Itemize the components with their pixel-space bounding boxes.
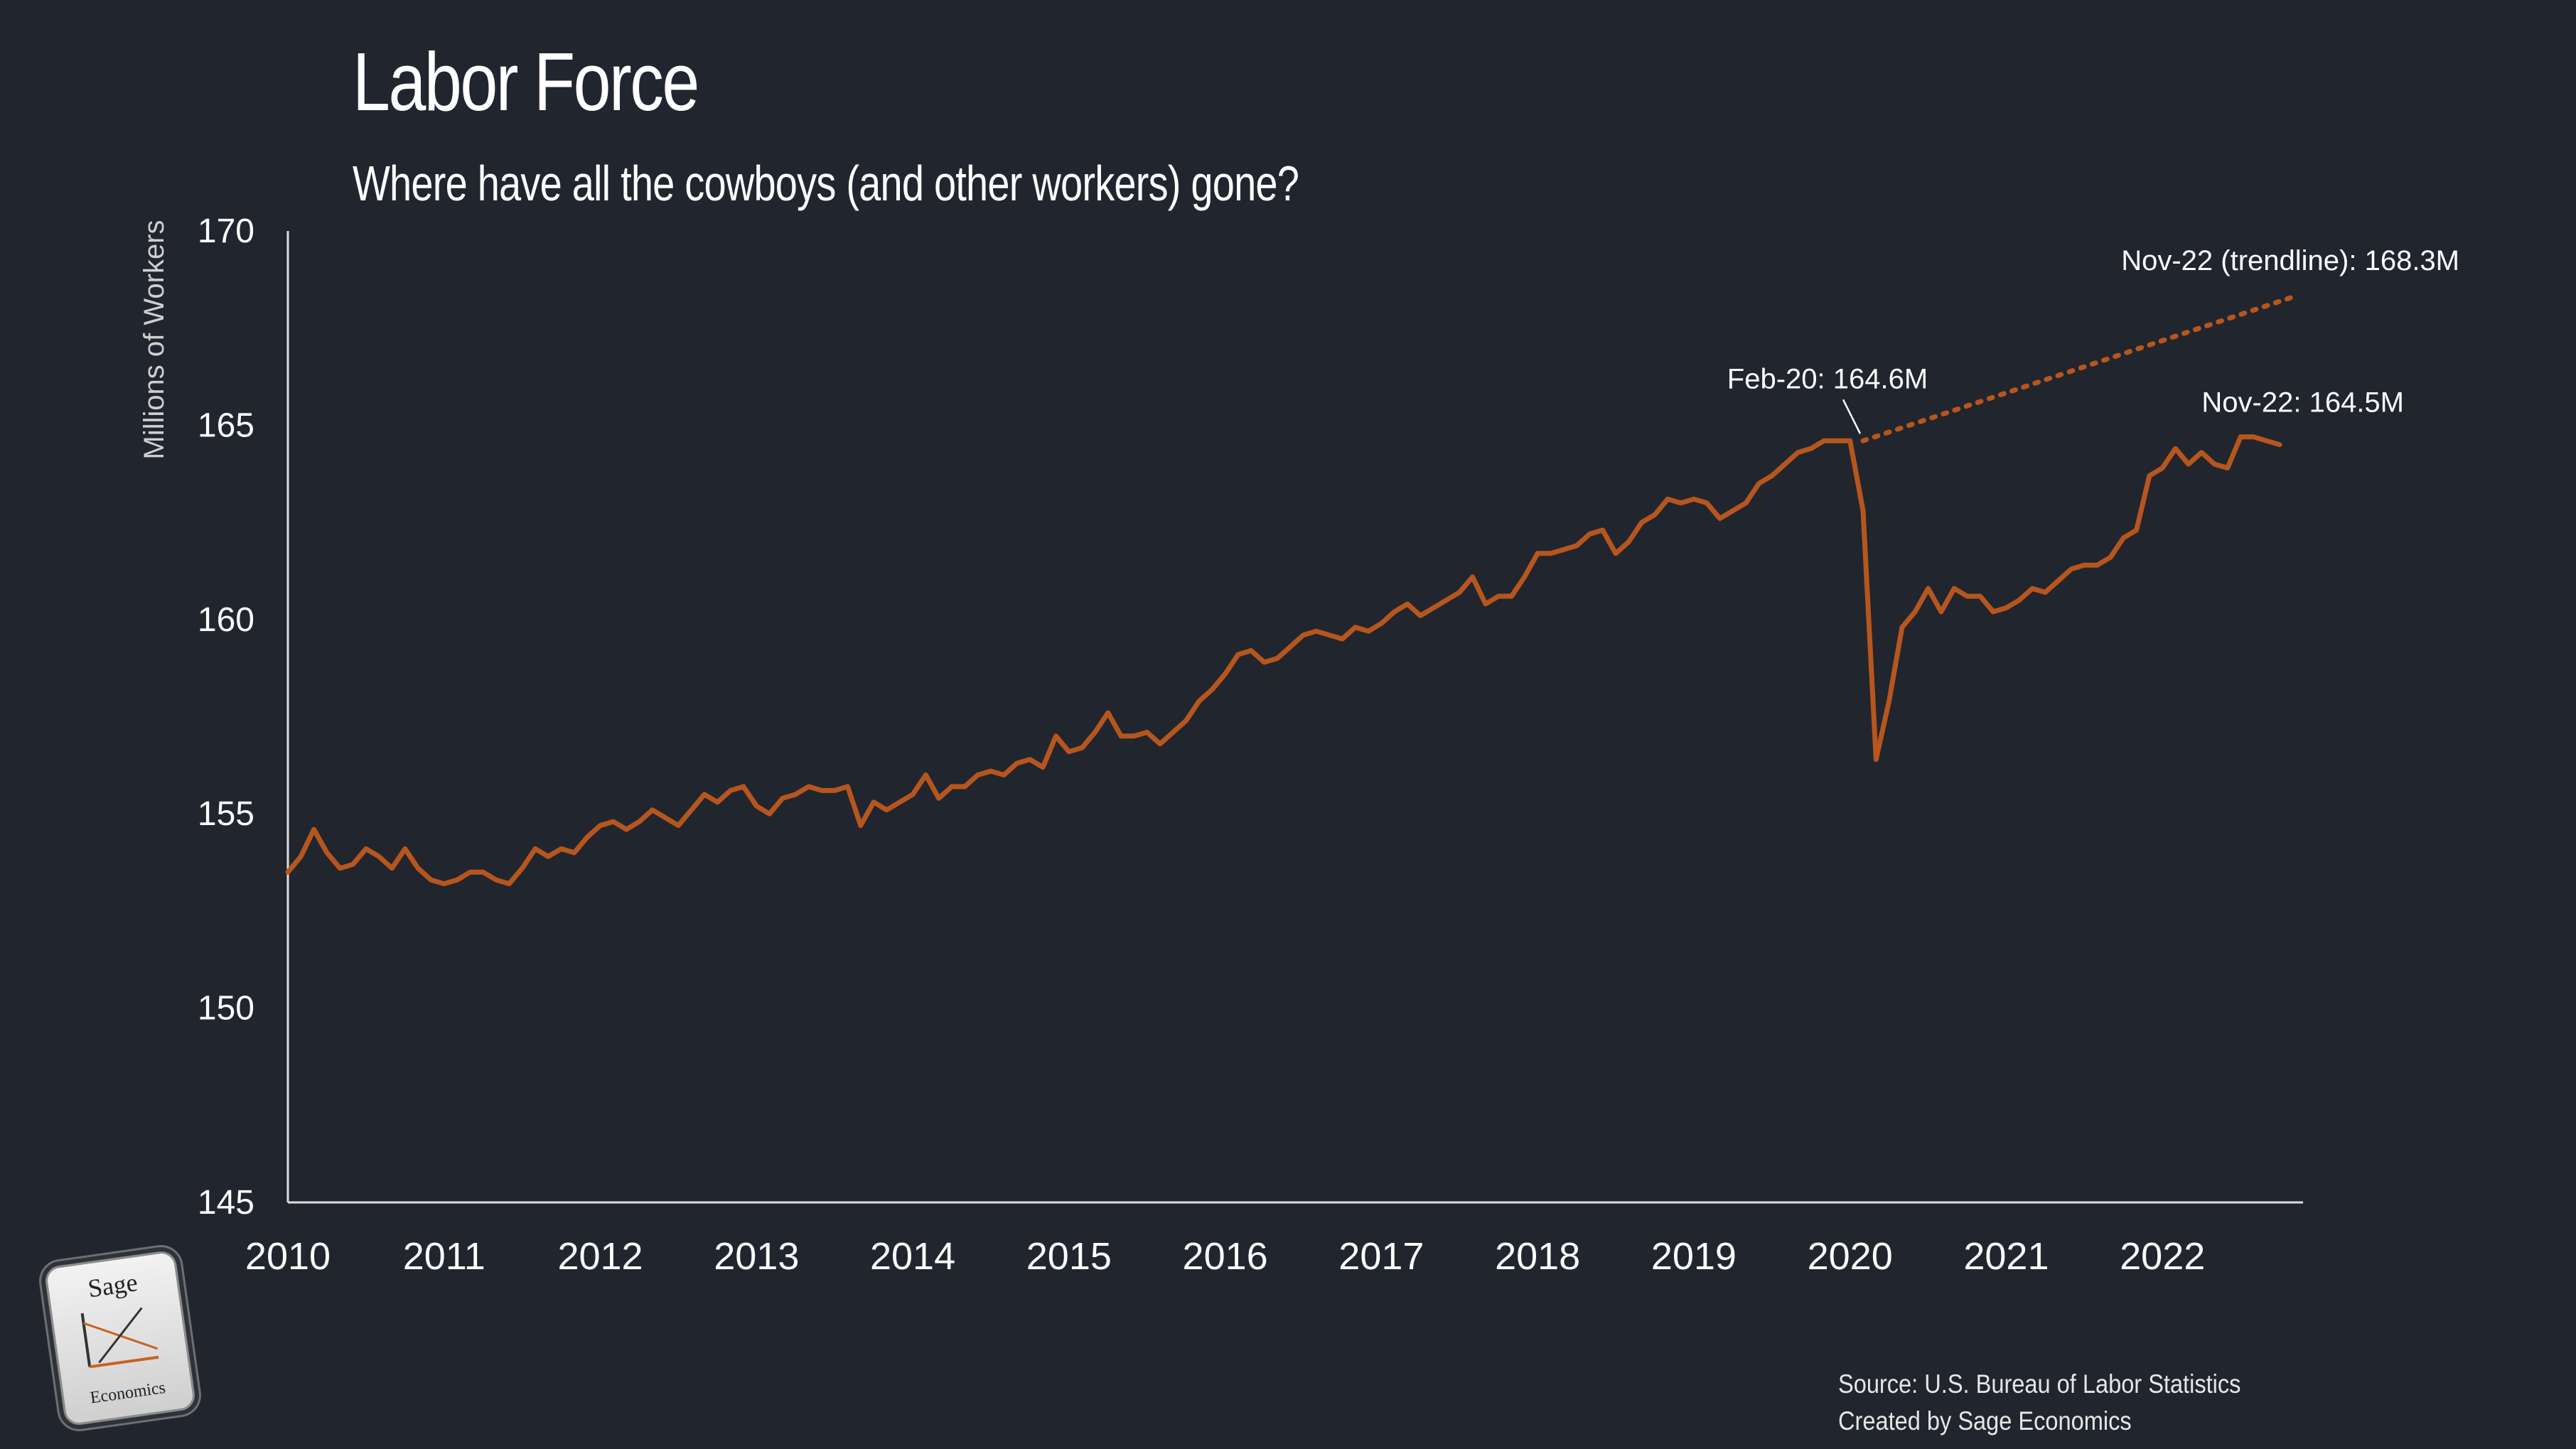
annotations: Feb-20: 164.6M Nov-22 (trendline): 168.3M…	[1727, 245, 2459, 434]
y-tick-label: 165	[198, 406, 254, 444]
x-tick-label: 2011	[403, 1235, 485, 1278]
x-tick-label: 2018	[1495, 1235, 1580, 1278]
logo-bottom-text: Economics	[89, 1378, 167, 1408]
x-tick-label: 2017	[1338, 1235, 1424, 1278]
annotation-feb20-leader	[1842, 399, 1862, 434]
series-group	[285, 294, 2295, 887]
chart-title: Labor Force	[353, 36, 699, 128]
y-tick-label: 170	[198, 212, 254, 250]
credit-line: Created by Sage Economics	[1838, 1406, 2132, 1435]
annotation-trendline: Nov-22 (trendline): 168.3M	[2121, 245, 2459, 276]
y-tick-label: 160	[198, 601, 254, 639]
sage-economics-logo: Sage Economics	[43, 1249, 197, 1427]
x-tick-label: 2015	[1026, 1235, 1112, 1278]
y-tick-label: 150	[198, 990, 254, 1028]
x-tick-label: 2020	[1808, 1235, 1893, 1278]
x-tick-label: 2012	[557, 1235, 643, 1278]
annotation-feb20: Feb-20: 164.6M	[1727, 363, 1928, 394]
x-tick-label: 2019	[1651, 1235, 1737, 1278]
chart-subtitle: Where have all the cowboys (and other wo…	[353, 156, 1299, 211]
x-tick-label: 2014	[870, 1235, 955, 1278]
x-tick-label: 2016	[1183, 1235, 1268, 1278]
labor-force-line	[285, 434, 2282, 887]
y-tick-label: 155	[198, 795, 254, 833]
x-axis: 2010 2011 2012 2013 2014 2015 2016 2017 2018 2019…	[245, 1201, 2303, 1278]
x-tick-label: 2010	[245, 1235, 331, 1278]
y-axis-label: Millions of Workers	[139, 220, 170, 459]
source-note: Source: U.S. Bureau of Labor Statistics …	[1838, 1366, 2240, 1440]
x-tick-label: 2021	[1963, 1235, 2049, 1278]
annotation-nov22: Nov-22: 164.5M	[2201, 387, 2404, 419]
trendline	[1860, 294, 2295, 443]
y-axis: 145 150 155 160 165 170	[198, 212, 289, 1222]
y-tick-label: 145	[198, 1184, 254, 1222]
logo-chart-icon	[80, 1307, 159, 1369]
source-line: Source: U.S. Bureau of Labor Statistics	[1838, 1369, 2241, 1399]
x-tick-label: 2022	[2120, 1235, 2205, 1278]
x-tick-label: 2013	[714, 1235, 799, 1278]
logo-top-text: Sage	[86, 1268, 139, 1303]
